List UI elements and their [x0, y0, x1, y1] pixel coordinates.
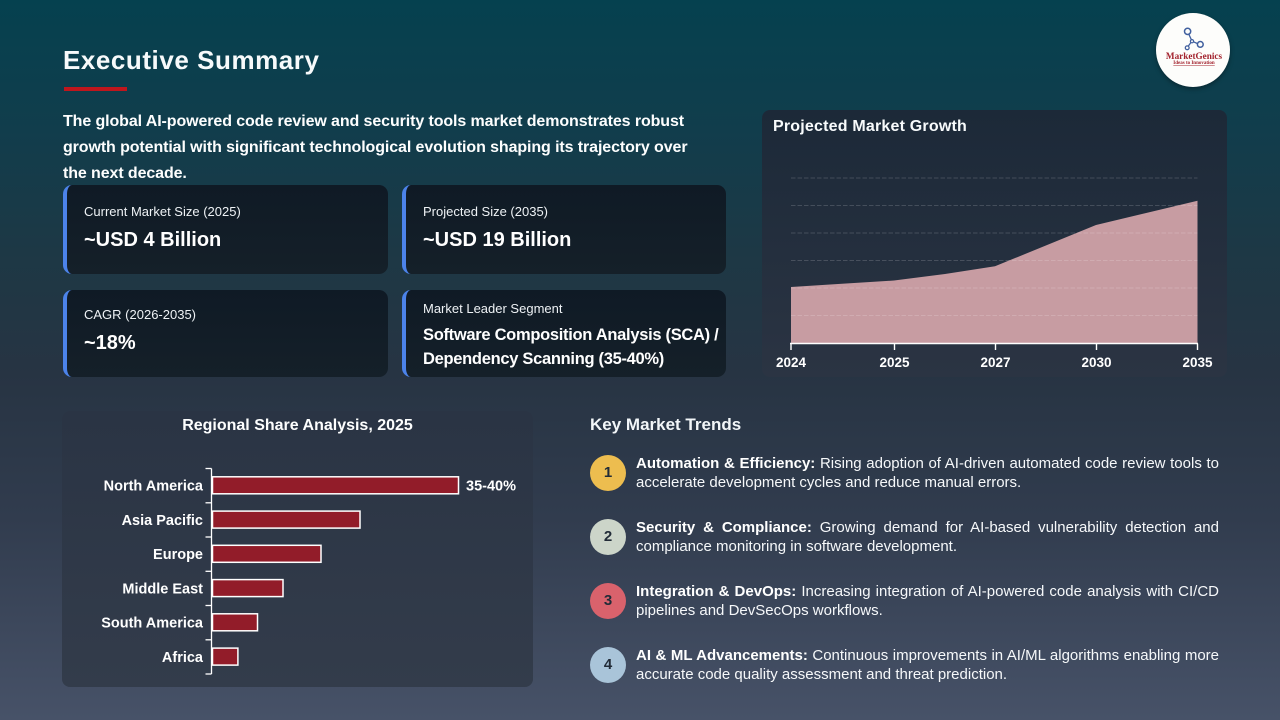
svg-text:Europe: Europe: [153, 547, 203, 563]
svg-text:Asia Pacific: Asia Pacific: [122, 513, 203, 529]
svg-text:2027: 2027: [980, 355, 1010, 370]
svg-text:35-40%: 35-40%: [466, 479, 516, 495]
svg-text:South America: South America: [101, 616, 204, 632]
svg-text:2024: 2024: [776, 355, 807, 370]
svg-text:North America: North America: [104, 479, 204, 495]
svg-text:2030: 2030: [1081, 355, 1111, 370]
svg-text:2035: 2035: [1182, 355, 1213, 370]
svg-text:Africa: Africa: [162, 650, 204, 666]
svg-text:2025: 2025: [879, 355, 910, 370]
svg-text:MarketGenics: MarketGenics: [1166, 51, 1223, 61]
svg-text:Ideas to Innovation: Ideas to Innovation: [1173, 61, 1215, 66]
svg-text:Middle East: Middle East: [122, 581, 203, 597]
